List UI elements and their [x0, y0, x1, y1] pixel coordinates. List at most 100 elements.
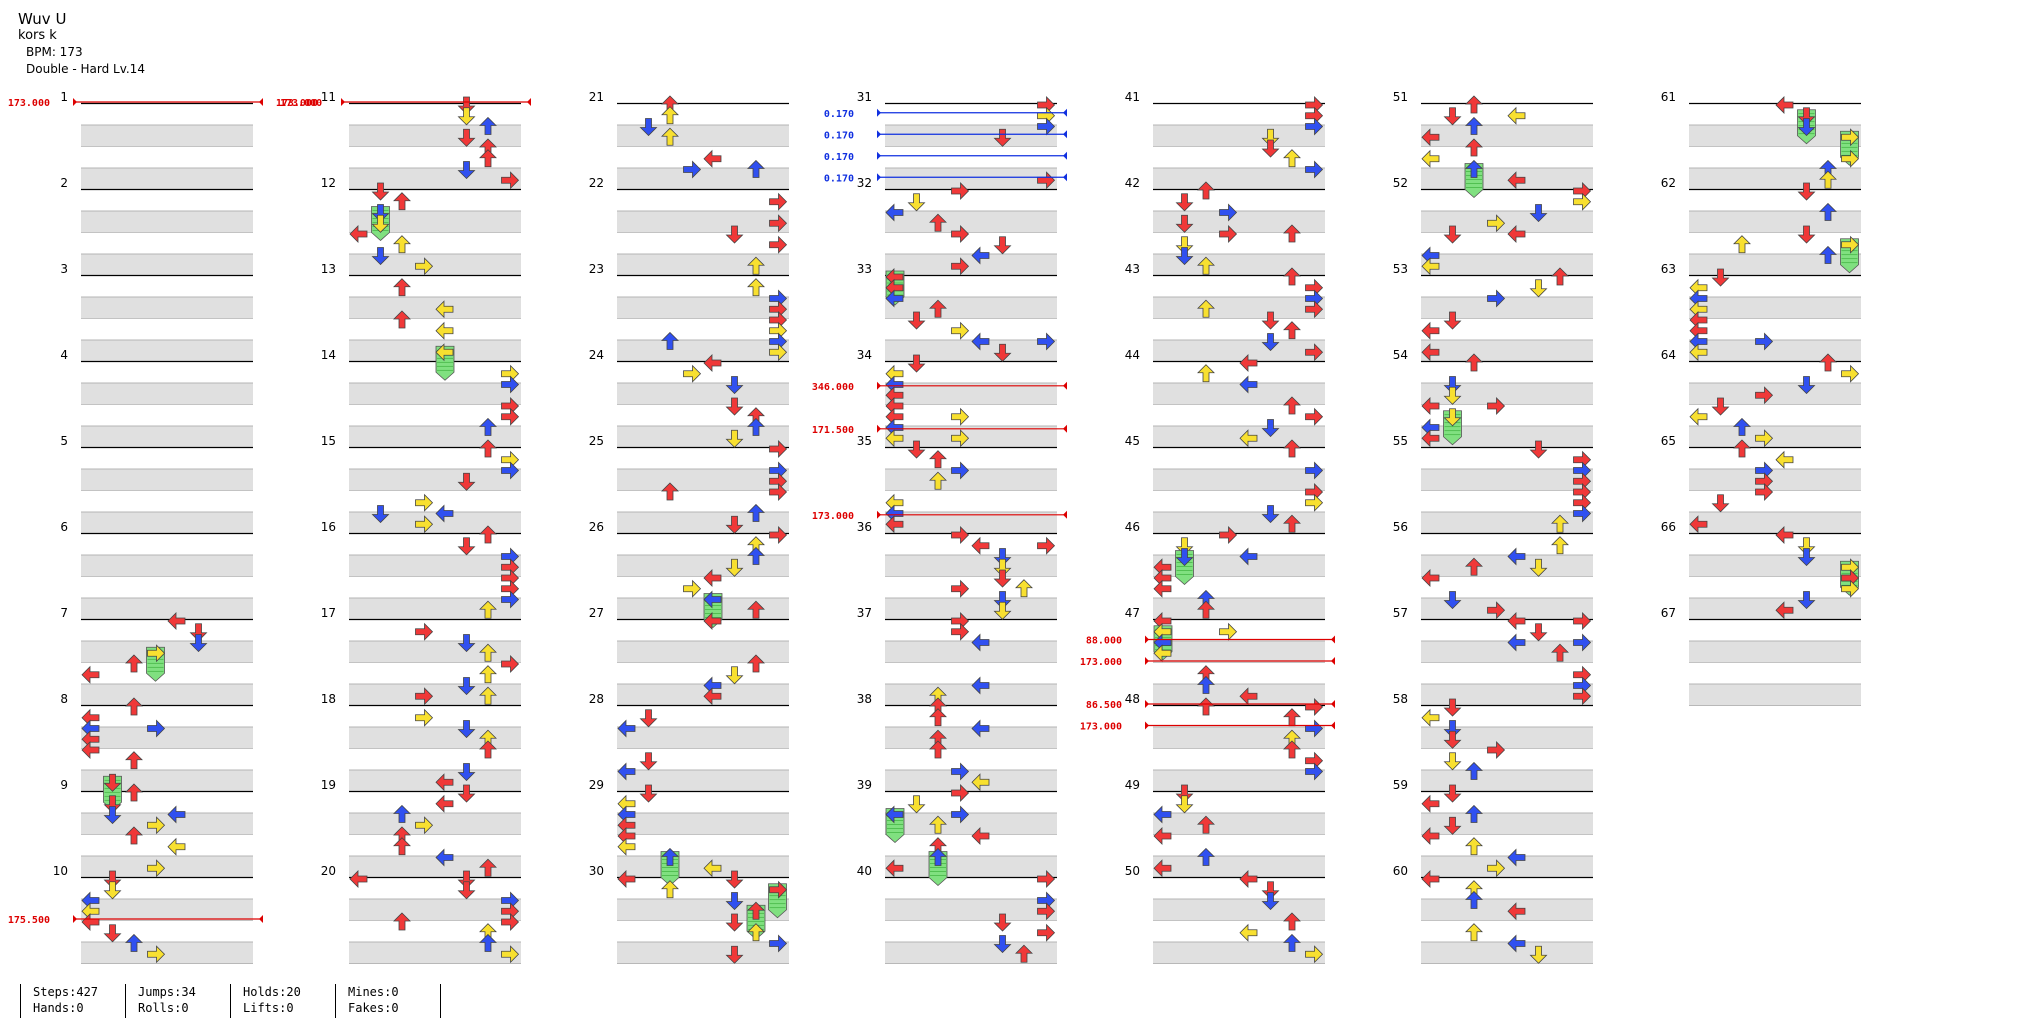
- beat-band: [885, 425, 1057, 447]
- bpm-right-cap-icon: [259, 915, 263, 923]
- beat-band: [1689, 124, 1861, 146]
- bpm-label: 0.170: [824, 109, 854, 120]
- beat-band: [349, 382, 521, 404]
- measure-49: 49: [1125, 778, 1325, 878]
- arrow-down-icon: [1797, 225, 1816, 244]
- arrow-down-icon: [1711, 397, 1730, 416]
- measure-33: 33: [857, 262, 1057, 362]
- arrow-left-icon: [1689, 343, 1708, 362]
- arrow-up-icon: [1283, 514, 1301, 533]
- beat-band: [617, 425, 789, 447]
- arrow-right-icon: [951, 461, 970, 480]
- arrow-right-icon: [1219, 526, 1238, 544]
- arrow-right-icon: [501, 171, 520, 190]
- measure-number: 39: [857, 778, 872, 792]
- arrow-right-icon: [951, 225, 970, 243]
- beat-band: [81, 253, 253, 275]
- arrow-down-icon: [993, 236, 1012, 255]
- arrow-left-icon: [1239, 923, 1258, 942]
- arrow-left-icon: [885, 407, 904, 426]
- measure-number: 33: [857, 262, 872, 276]
- beat-band: [81, 597, 253, 619]
- arrow-down-icon: [725, 666, 744, 685]
- beat-band: [81, 898, 253, 920]
- song-difficulty: Double - Hard Lv.14: [26, 62, 145, 76]
- measure-58: 58: [1393, 692, 1593, 792]
- arrow-up-icon: [393, 278, 411, 297]
- beat-band: [1421, 468, 1593, 490]
- bpm-label: 0.170: [824, 152, 854, 163]
- arrow-down-icon: [189, 623, 208, 642]
- arrow-left-icon: [885, 493, 904, 512]
- beat-band: [885, 468, 1057, 490]
- arrow-right-icon: [1573, 493, 1592, 512]
- stats-col-jumps: Jumps:34 Rolls:0: [125, 984, 230, 1018]
- bpm-left-cap-icon: [1145, 657, 1149, 665]
- arrow-up-icon: [1015, 944, 1033, 963]
- measure-23: 23: [589, 262, 789, 362]
- arrow-right-icon: [1305, 762, 1324, 781]
- arrow-up-icon: [747, 923, 765, 942]
- bpm-right-cap-icon: [1063, 424, 1067, 433]
- measure-54: 54: [1393, 348, 1593, 448]
- hold-body-icon: [1464, 163, 1484, 199]
- arrow-left-icon: [81, 741, 100, 759]
- beat-band: [885, 511, 1057, 533]
- beat-band: [1421, 683, 1593, 705]
- arrow-up-icon: [1283, 321, 1301, 340]
- arrow-left-icon: [1421, 343, 1440, 362]
- measure-number: 23: [589, 262, 604, 276]
- measure-55: 55: [1393, 434, 1593, 534]
- beat-band: [81, 425, 253, 447]
- measure-35: 35: [857, 434, 1057, 534]
- beat-line: [617, 963, 789, 964]
- arrow-right-icon: [1487, 601, 1506, 620]
- measure-41: 41: [1125, 90, 1325, 190]
- arrow-left-icon: [1421, 569, 1440, 587]
- arrow-down-icon: [1443, 784, 1462, 803]
- beat-band: [885, 339, 1057, 361]
- bpm-right-cap-icon: [259, 98, 263, 106]
- arrow-down-icon: [457, 634, 476, 653]
- arrow-left-icon: [1507, 848, 1526, 867]
- arrow-right-icon: [1305, 698, 1324, 716]
- measure-number: 11: [321, 90, 336, 104]
- beat-band: [81, 554, 253, 576]
- arrow-up-icon: [1465, 923, 1483, 942]
- measure-6: 6: [60, 520, 253, 620]
- measure-number: 43: [1125, 262, 1140, 276]
- arrow-right-icon: [415, 816, 434, 835]
- bpm-left-cap-icon: [73, 915, 77, 923]
- beat-band: [1689, 253, 1861, 275]
- arrow-left-icon: [1689, 515, 1708, 534]
- arrow-up-icon: [393, 912, 411, 931]
- arrow-right-icon: [501, 461, 520, 480]
- beat-band: [617, 468, 789, 490]
- arrow-right-icon: [1573, 633, 1592, 652]
- arrow-up-icon: [1819, 170, 1837, 189]
- arrow-up-icon: [929, 740, 947, 759]
- measure-number: 13: [321, 262, 336, 276]
- arrow-left-icon: [435, 321, 454, 340]
- arrow-down-icon: [1175, 247, 1194, 266]
- arrow-left-icon: [1689, 321, 1708, 340]
- measure-number: 51: [1393, 90, 1408, 104]
- arrow-up-icon: [1465, 837, 1483, 856]
- arrow-right-icon: [415, 257, 434, 276]
- arrow-up-icon: [393, 310, 411, 329]
- measure-15: 15: [321, 434, 521, 534]
- measure-number: 2: [60, 176, 68, 190]
- arrow-down-icon: [993, 591, 1012, 610]
- measure-number: 18: [321, 692, 336, 706]
- beat-band: [81, 726, 253, 748]
- arrow-down-icon: [993, 569, 1012, 588]
- measure-number: 24: [589, 348, 604, 362]
- measure-number: 16: [321, 520, 336, 534]
- measure-number: 9: [60, 778, 68, 792]
- arrow-up-icon: [1551, 514, 1569, 533]
- beat-band: [81, 124, 253, 146]
- arrow-right-icon: [769, 526, 788, 544]
- arrow-right-icon: [769, 934, 788, 953]
- arrow-up-icon: [125, 933, 143, 952]
- arrow-down-icon: [993, 128, 1012, 147]
